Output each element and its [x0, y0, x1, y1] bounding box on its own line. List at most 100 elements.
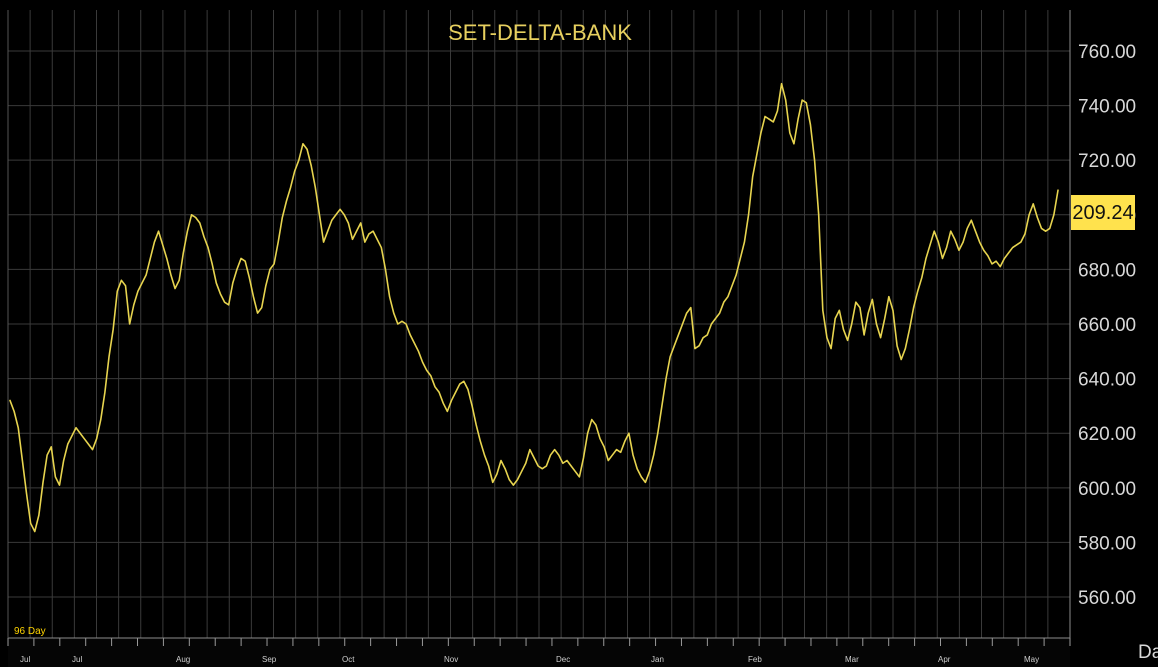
series-point — [611, 454, 613, 456]
series-point — [277, 241, 279, 243]
series-point — [516, 479, 519, 481]
series-point — [1003, 257, 1005, 260]
series-point — [182, 252, 184, 254]
series-point — [199, 222, 201, 224]
series-point — [508, 479, 510, 481]
series-point — [838, 309, 840, 311]
series-point — [389, 296, 391, 298]
series-point — [1032, 203, 1034, 205]
series-point — [892, 309, 894, 311]
series-point — [153, 241, 155, 243]
series-point — [702, 337, 704, 339]
series-point — [91, 449, 94, 451]
series-point — [756, 154, 758, 156]
y-axis-tick-label: 600.00 — [1078, 479, 1136, 500]
series-point — [83, 438, 85, 440]
series-point — [962, 241, 964, 243]
series-point — [483, 454, 486, 456]
series-point — [479, 440, 481, 442]
series-point — [620, 451, 622, 453]
series-point — [500, 459, 502, 462]
series-point — [384, 268, 387, 270]
series-point — [9, 399, 11, 402]
series-point — [42, 481, 44, 483]
series-point — [921, 277, 923, 279]
y-axis-tick-label: 740.00 — [1078, 97, 1136, 118]
series-point — [195, 216, 197, 219]
series-point — [442, 402, 444, 404]
y-axis-tick-label: 760.00 — [1078, 42, 1136, 63]
series-point — [1012, 247, 1014, 249]
series-point — [265, 285, 267, 287]
series-point — [818, 214, 820, 216]
series-point — [875, 323, 878, 325]
series-point — [492, 481, 494, 483]
series-point — [1028, 214, 1030, 216]
series-point — [54, 476, 56, 478]
series-point — [954, 238, 956, 240]
series-point — [186, 230, 188, 232]
series-point — [772, 121, 774, 123]
series-point — [347, 222, 349, 224]
series-point — [789, 132, 791, 134]
series-point — [549, 454, 552, 456]
series-point — [413, 342, 415, 344]
series-point — [525, 462, 527, 464]
x-axis-month-label: Jan — [651, 655, 664, 664]
series-point — [124, 285, 127, 287]
series-point — [710, 323, 712, 325]
series-point — [104, 391, 106, 393]
series-point — [170, 274, 172, 276]
series-point — [21, 459, 23, 462]
series-point — [1036, 216, 1038, 219]
series-point — [669, 356, 671, 358]
series-point — [34, 530, 36, 533]
series-point — [867, 312, 869, 314]
series-point — [224, 301, 226, 303]
series-point — [149, 257, 151, 260]
series-point — [87, 443, 89, 445]
series-point — [108, 356, 110, 358]
series-point — [851, 323, 853, 325]
series-point — [785, 99, 787, 101]
bottom-right-label: Day — [1138, 642, 1158, 663]
series-point — [281, 216, 283, 219]
series-point — [314, 186, 316, 189]
series-point — [290, 186, 292, 189]
series-point — [541, 468, 543, 470]
series-point — [219, 293, 221, 295]
series-point — [884, 317, 886, 320]
x-axis-month-label: Jul — [72, 655, 82, 664]
chart-title: SET-DELTA-BANK — [448, 20, 632, 45]
series-point — [137, 290, 139, 292]
series-point — [731, 285, 733, 287]
series-point — [913, 307, 915, 309]
series-point — [430, 375, 432, 377]
series-point — [941, 257, 944, 260]
series-point — [814, 159, 816, 161]
series-point — [261, 307, 263, 309]
series-point — [830, 348, 832, 350]
series-point — [1040, 227, 1043, 229]
series-point — [215, 282, 217, 284]
series-point — [356, 230, 358, 232]
series-point — [566, 459, 568, 462]
series-point — [578, 476, 580, 478]
series-point — [686, 312, 688, 314]
x-axis-month-label: Sep — [262, 655, 277, 664]
series-point — [863, 334, 865, 336]
series-point — [13, 410, 15, 412]
series-point — [929, 244, 931, 246]
series-point — [463, 380, 465, 382]
series-point — [512, 484, 514, 486]
series-point — [574, 470, 576, 472]
series-point — [96, 438, 98, 440]
series-point — [904, 348, 906, 350]
series-point — [50, 446, 52, 448]
series-point — [360, 222, 362, 224]
x-axis-month-label: Jul — [20, 655, 30, 664]
series-point — [30, 522, 32, 524]
series-point — [937, 241, 939, 243]
bottom-date-strip — [8, 638, 1070, 667]
series-point — [925, 257, 927, 260]
